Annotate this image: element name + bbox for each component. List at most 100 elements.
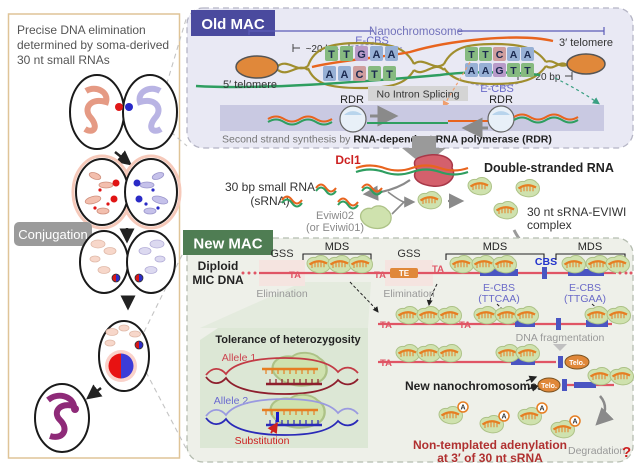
allele1-label: Allele 1 bbox=[222, 352, 257, 364]
sequence-right-bottom: A A G T T bbox=[465, 63, 534, 77]
srna-eviwi-complex bbox=[466, 176, 493, 196]
telomere-5-ellipse bbox=[235, 55, 279, 79]
fragmentation-triangle bbox=[553, 344, 567, 351]
degradation-label: Degradation bbox=[568, 445, 625, 457]
cbs-end-cap bbox=[558, 356, 563, 368]
seq-letter: G bbox=[357, 49, 366, 61]
seq-letter: A bbox=[468, 65, 476, 77]
release-arrow bbox=[595, 395, 614, 426]
degradation-question-mark: ? bbox=[622, 444, 631, 461]
substitution-label: Substitution bbox=[235, 435, 290, 447]
nanochromosome-label: Nanochromosome bbox=[369, 26, 463, 38]
seq-letter: A bbox=[326, 69, 334, 81]
dna-fragmentation-label: DNA fragmentation bbox=[516, 332, 605, 344]
srna-eviwi-complex bbox=[347, 254, 374, 274]
substitution-tick bbox=[276, 412, 279, 422]
new-mac-half-red bbox=[108, 353, 121, 379]
elimination-label-mid: Elimination bbox=[383, 288, 435, 300]
srna-eviwi-complex bbox=[492, 200, 519, 220]
conjugation-label: Conjugation bbox=[14, 222, 92, 246]
gss-label-mid: GSS bbox=[397, 248, 420, 260]
caption-bold: RNA-dependent RNA polymerase (RDR) bbox=[353, 134, 552, 146]
a-badge-label: A bbox=[460, 405, 465, 412]
a-badges: A A A A bbox=[457, 401, 581, 427]
new-nanochromosome-row: New nanochromosomes Telo. bbox=[405, 366, 635, 426]
ecbs-seq-ttcaa: (TTCAA) bbox=[478, 293, 519, 305]
srna-eviwi-complex bbox=[586, 366, 613, 386]
dsrna-green bbox=[355, 168, 469, 176]
srna-eviwi-complex bbox=[604, 254, 631, 274]
te-box bbox=[390, 268, 418, 278]
rdr-enzyme-right bbox=[487, 105, 515, 133]
seq-letter: G bbox=[495, 65, 503, 77]
stage-arrow-4 bbox=[86, 384, 103, 400]
srna-duplex bbox=[337, 197, 359, 210]
a-badge-label: A bbox=[539, 406, 544, 413]
allele2-bottom-strand bbox=[205, 417, 359, 436]
eviwi-label-line2: (or Eviwi01) bbox=[306, 222, 364, 234]
new-mac-panel: New MAC Tolerance of heterozygosity Alle… bbox=[183, 230, 635, 465]
zoom-wedge-lines bbox=[139, 15, 189, 453]
mic-red-dot bbox=[115, 103, 123, 111]
zygotic-dot bbox=[134, 340, 144, 350]
diploid-label-line2: MIC DNA bbox=[192, 273, 244, 287]
seq-letter: T bbox=[343, 49, 350, 61]
mic-dna-row3: TA Telo. bbox=[378, 343, 590, 370]
bp-label-right: ~20 bp bbox=[530, 72, 561, 83]
srna-eviwi-complex bbox=[608, 366, 635, 386]
caption-prefix: Second strand synthesis by bbox=[222, 134, 353, 146]
adenylation-label-line1: Non-templated adenylation bbox=[413, 438, 567, 452]
srna-eviwi-complex bbox=[491, 254, 518, 274]
cell-stage3 bbox=[79, 230, 176, 294]
new-mac-title: New MAC bbox=[193, 236, 262, 253]
ecbs-label-ttgaa: E-CBS bbox=[569, 282, 601, 294]
srna-eviwi-complex bbox=[326, 254, 353, 274]
seq-letter: C bbox=[496, 49, 504, 61]
seq-letter: T bbox=[328, 49, 335, 61]
ecbs-segment bbox=[574, 382, 596, 388]
heterozygosity-inset bbox=[200, 328, 368, 448]
telo-cap bbox=[537, 377, 561, 393]
srna-eviwi-complex bbox=[305, 254, 332, 274]
srna-eviwi-complex bbox=[583, 305, 610, 325]
elimination-label-left: Elimination bbox=[256, 288, 308, 300]
ecbs-segment bbox=[511, 358, 535, 365]
seq-letter: A bbox=[373, 49, 381, 61]
allele1-bottom-strand bbox=[205, 376, 359, 395]
rdr-enzyme-left bbox=[339, 105, 367, 133]
srna-eviwi-complex bbox=[416, 190, 443, 210]
zygotic-dot bbox=[134, 273, 144, 283]
mds-bracket-2 bbox=[445, 253, 545, 260]
ta-label: TA bbox=[380, 358, 392, 369]
telo-label: Telo. bbox=[541, 383, 557, 390]
ta-label: TA bbox=[374, 270, 386, 281]
ecbs-segment-1 bbox=[480, 269, 518, 276]
rdr-label-right: RDR bbox=[489, 94, 513, 106]
srna-eviwi-complex bbox=[415, 305, 442, 325]
sequence-left-top: T T G A A bbox=[325, 46, 398, 61]
dsrna-orange bbox=[355, 164, 469, 172]
ta-label: TA bbox=[432, 264, 444, 275]
old-mac-panel: Old MAC Nanochromosome ~20 bp ~20 bp E-C… bbox=[186, 7, 634, 149]
srna-duplex bbox=[315, 183, 337, 196]
ecbs-segment-2 bbox=[568, 269, 604, 276]
inset-beam bbox=[200, 282, 371, 328]
eviwi-protein bbox=[359, 205, 392, 230]
seq-letter: T bbox=[482, 49, 489, 61]
a-badge-label: A bbox=[572, 419, 577, 426]
big-down-arrow bbox=[402, 136, 446, 166]
old-mac-title-badge bbox=[191, 10, 275, 36]
srna-eviwi-complex bbox=[448, 254, 475, 274]
new-mac-half-blue bbox=[121, 353, 134, 379]
adenylation-label-line2: at 3′ of 30 nt sRNA bbox=[437, 451, 543, 465]
excised-rna-orange-strand bbox=[311, 36, 554, 69]
srna-eviwi-complex bbox=[560, 254, 587, 274]
seq-letter: T bbox=[510, 65, 517, 77]
new-mac-title-badge bbox=[183, 230, 273, 255]
ecbs-label-ttcaa: E-CBS bbox=[483, 282, 515, 294]
sequence-left-bottom: A A C T T bbox=[323, 66, 396, 81]
pointer-arrow bbox=[527, 384, 540, 392]
dicing-arrow bbox=[362, 179, 411, 201]
telomere-3-label: 3′ telomere bbox=[559, 37, 613, 49]
